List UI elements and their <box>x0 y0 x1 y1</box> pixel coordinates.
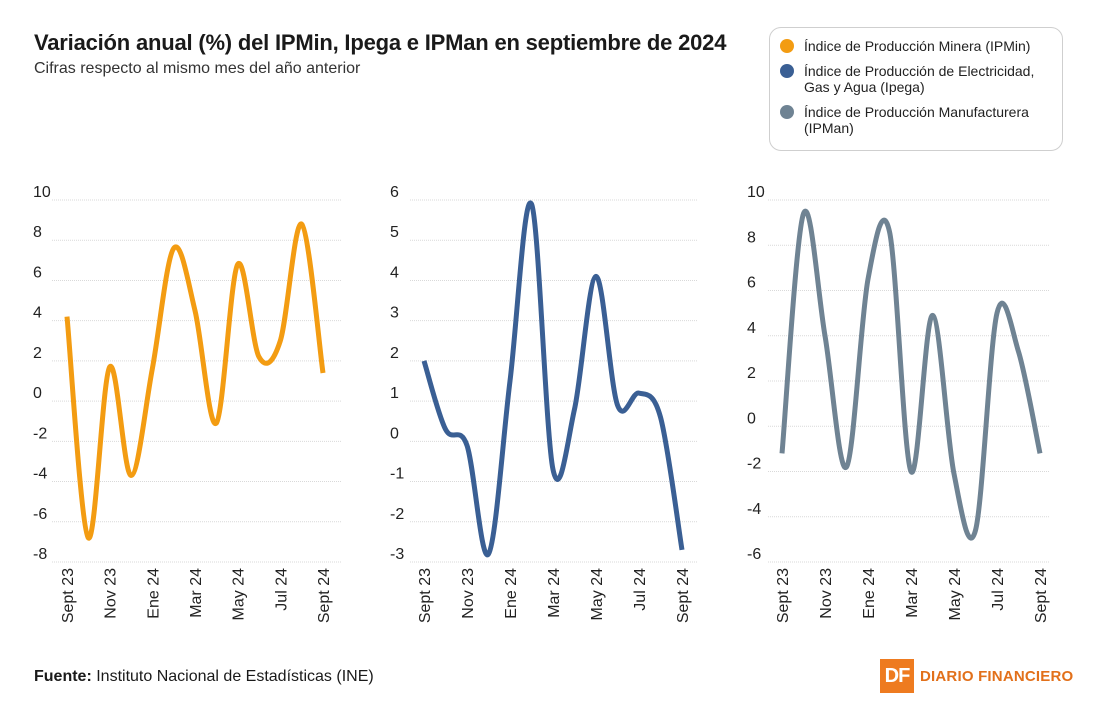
x-tick-label: Ene 24 <box>503 568 520 619</box>
x-tick-label: Ene 24 <box>861 568 878 619</box>
y-tick-label: -2 <box>747 456 761 473</box>
legend-item-ipmin: Índice de Producción Minera (IPMin) <box>780 38 1052 54</box>
x-tick-label: Nov 23 <box>460 568 477 619</box>
y-tick-label: 4 <box>33 305 42 322</box>
x-tick-label: May 24 <box>589 568 606 621</box>
y-tick-label: -1 <box>390 466 404 483</box>
y-tick-label: 2 <box>390 345 399 362</box>
y-tick-label: 8 <box>747 229 756 246</box>
chart-panel-ipmin: 10 8 6 4 2 0 -2 -4 -6 -8 Sept 23 Nov 23 Ene 24 Mar 24… <box>33 184 342 623</box>
y-tick-label: 6 <box>747 275 756 292</box>
brand-logo: DF DIARIO FINANCIERO <box>880 659 1073 693</box>
x-tick-label: Sept 23 <box>60 568 77 623</box>
chart-panel-ipman: 10 8 6 4 2 0 -2 -4 -6 Sept 23 Nov 23 Ene 24 Mar 24 Ma… <box>747 184 1050 623</box>
series-line-ipman <box>779 208 1043 541</box>
y-tick-label: 0 <box>390 425 399 442</box>
x-tick-label: Ene 24 <box>145 568 162 619</box>
x-tick-label: Jul 24 <box>990 568 1007 611</box>
y-tick-label: 3 <box>390 305 399 322</box>
y-tick-label: 8 <box>33 224 42 241</box>
y-tick-label: 0 <box>747 410 756 427</box>
x-tick-label: Jul 24 <box>632 568 649 611</box>
x-tick-label: Nov 23 <box>103 568 120 619</box>
x-tick-label: Mar 24 <box>904 568 921 618</box>
series-line-ipega <box>421 200 685 558</box>
chart-panel-ipega: 6 5 4 3 2 1 0 -1 -2 -3 Sept 23 Nov 23 Ene 24 Mar 24 Ma… <box>390 184 698 623</box>
brand-name: DIARIO FINANCIERO <box>920 667 1074 685</box>
x-tick-label: Sept 23 <box>775 568 792 623</box>
y-tick-label: -4 <box>747 501 761 518</box>
x-tick-label: Mar 24 <box>546 568 563 618</box>
x-tick-label: Mar 24 <box>188 568 205 618</box>
x-tick-label: Sept 24 <box>675 568 692 623</box>
x-tick-label: Sept 24 <box>1033 568 1050 623</box>
chart-subtitle: Cifras respecto al mismo mes del año ant… <box>34 60 361 77</box>
legend-swatch-ipega <box>780 64 794 78</box>
legend-label-ipega: Índice de Producción de Electricidad, Ga… <box>804 63 1035 95</box>
x-tick-label: Nov 23 <box>818 568 835 619</box>
y-tick-label: 6 <box>390 184 399 201</box>
y-tick-label: -3 <box>390 546 404 563</box>
y-tick-label: 2 <box>33 345 42 362</box>
x-tick-label: May 24 <box>947 568 964 621</box>
y-tick-label: -6 <box>747 546 761 563</box>
y-tick-label: -2 <box>390 506 404 523</box>
y-tick-label: -2 <box>33 425 47 442</box>
x-tick-label: Sept 24 <box>316 568 333 623</box>
y-tick-label: 0 <box>33 385 42 402</box>
x-tick-label: May 24 <box>231 568 248 621</box>
legend-swatch-ipman <box>780 105 794 119</box>
y-tick-label: -6 <box>33 506 47 523</box>
source-label: Fuente: <box>34 668 92 685</box>
y-tick-label: 10 <box>33 184 51 201</box>
source-note: Fuente: Instituto Nacional de Estadístic… <box>34 668 374 686</box>
legend-item-ipega: Índice de Producción de Electricidad, Ga… <box>780 63 1052 95</box>
x-tick-label: Jul 24 <box>273 568 290 611</box>
y-tick-label: -4 <box>33 466 47 483</box>
y-tick-label: 4 <box>747 320 756 337</box>
source-text: Instituto Nacional de Estadísticas (INE) <box>96 668 374 685</box>
legend-label-ipman: Índice de Producción Manufacturera (IPMa… <box>804 104 1029 136</box>
y-tick-label: 5 <box>390 224 399 241</box>
legend-swatch-ipmin <box>780 39 794 53</box>
legend: Índice de Producción Minera (IPMin) Índi… <box>769 27 1063 151</box>
y-tick-label: 10 <box>747 184 765 201</box>
legend-item-ipman: Índice de Producción Manufacturera (IPMa… <box>780 104 1052 136</box>
y-tick-label: 2 <box>747 365 756 382</box>
legend-label-ipmin: Índice de Producción Minera (IPMin) <box>804 38 1031 54</box>
y-tick-label: 6 <box>33 264 42 281</box>
y-tick-label: 1 <box>390 385 399 402</box>
series-line-ipmin <box>64 221 326 541</box>
chart-title: Variación anual (%) del IPMin, Ipega e I… <box>34 30 727 55</box>
x-tick-label: Sept 23 <box>417 568 434 623</box>
y-tick-label: -8 <box>33 546 47 563</box>
y-tick-label: 4 <box>390 264 399 281</box>
brand-mark: DF <box>880 659 914 693</box>
